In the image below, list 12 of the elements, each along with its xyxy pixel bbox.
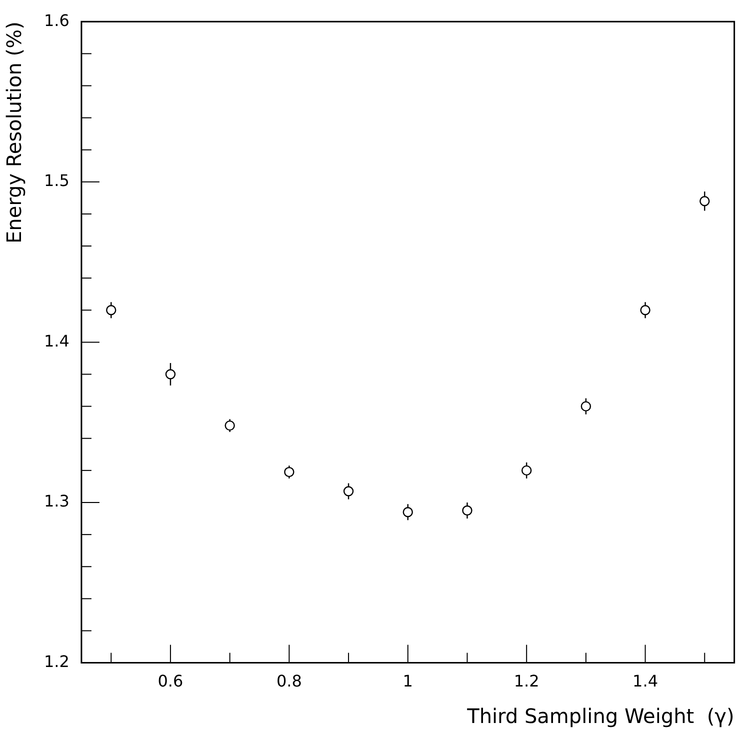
x-tick-label: 1: [402, 672, 413, 691]
y-tick-label: 1.4: [44, 331, 70, 350]
y-axis-title: Energy Resolution (%): [2, 22, 26, 244]
y-tick-label: 1.5: [44, 171, 70, 190]
y-tick-label: 1.2: [44, 652, 70, 671]
x-tick-label: 0.8: [276, 672, 302, 691]
x-tick-label: 1.2: [514, 672, 540, 691]
x-tick-label: 1.4: [632, 672, 658, 691]
x-tick-label: 0.6: [158, 672, 184, 691]
y-tick-label: 1.3: [44, 492, 70, 511]
y-tick-label: 1.6: [44, 10, 70, 30]
x-axis-title: Third Sampling Weight (γ): [466, 704, 734, 728]
